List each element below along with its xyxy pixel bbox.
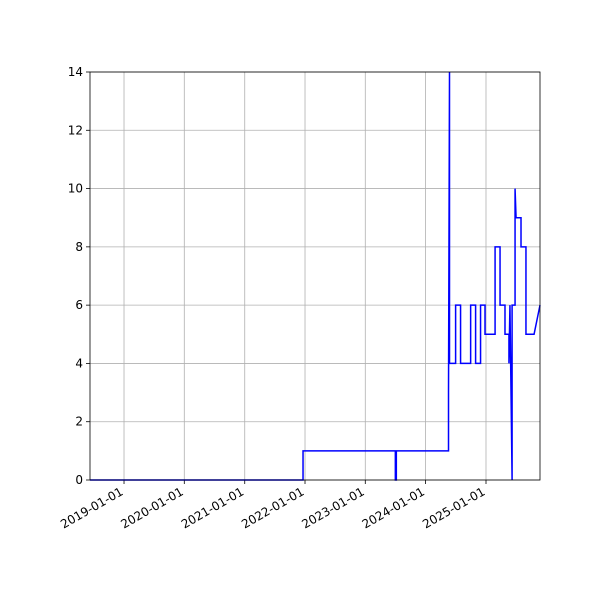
y-tick-label: 2 — [75, 415, 83, 429]
plot-frame — [89, 71, 541, 481]
x-tick-label: 2025-01-01 — [420, 484, 487, 531]
x-tick-label: 2020-01-01 — [118, 484, 185, 531]
x-tick-label: 2019-01-01 — [58, 484, 125, 531]
y-tick-label: 10 — [68, 182, 83, 196]
x-tick-label: 2023-01-01 — [299, 484, 366, 531]
y-tick-label: 4 — [75, 356, 83, 370]
x-tick-label: 2022-01-01 — [239, 484, 306, 531]
data-line — [90, 71, 541, 481]
x-tick-label: 2021-01-01 — [179, 484, 246, 531]
x-tick-label: 2024-01-01 — [360, 484, 427, 531]
y-tick-label: 14 — [68, 65, 83, 79]
y-tick-label: 8 — [75, 240, 83, 254]
y-tick-label: 12 — [68, 123, 83, 137]
y-tick-label: 0 — [75, 473, 83, 487]
y-tick-label: 6 — [75, 298, 83, 312]
